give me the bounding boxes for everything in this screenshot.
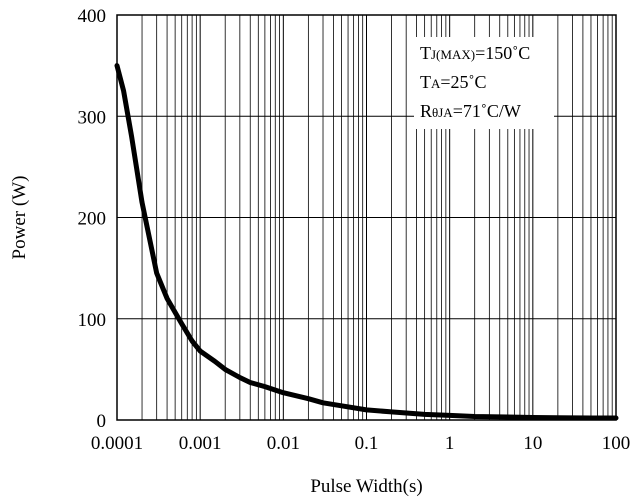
annotation-box bbox=[414, 37, 554, 129]
plot-frame bbox=[116, 14, 617, 421]
annotation-symbol: T bbox=[420, 72, 431, 92]
y-tick-label: 0 bbox=[97, 411, 107, 432]
x-tick-label: 0.0001 bbox=[91, 433, 143, 454]
x-axis-label: Pulse Width(s) bbox=[310, 476, 422, 497]
x-tick-label: 0.01 bbox=[267, 433, 300, 454]
y-tick-label: 200 bbox=[78, 209, 107, 230]
tick-labels: 0.0001 0.001 0.01 0.1 1 10 100 0 100 200 300 400 bbox=[78, 6, 631, 454]
x-tick-label: 0.001 bbox=[179, 433, 222, 454]
annotation-symbol: R bbox=[420, 101, 432, 121]
annotation-subscript: J(MAX) bbox=[431, 47, 475, 62]
annotation-line: TJ(MAX)=150˚C bbox=[420, 43, 530, 63]
annotation-subscript: θJA bbox=[432, 105, 453, 120]
annotation-line: TA=25˚C bbox=[420, 72, 487, 92]
y-tick-label: 400 bbox=[78, 6, 107, 27]
series-line bbox=[114, 63, 619, 421]
annotation-line: RθJA=71˚C/W bbox=[420, 101, 521, 121]
x-tick-label: 100 bbox=[602, 433, 631, 454]
grid bbox=[117, 15, 616, 420]
y-tick-label: 100 bbox=[78, 310, 107, 331]
annotation-value: =150˚C bbox=[475, 43, 530, 63]
y-tick-label: 300 bbox=[78, 107, 107, 128]
x-tick-label: 0.1 bbox=[355, 433, 379, 454]
y-axis-label: Power (W) bbox=[9, 176, 30, 260]
x-tick-label: 10 bbox=[523, 433, 542, 454]
x-tick-label: 1 bbox=[445, 433, 455, 454]
annotation-symbol: T bbox=[420, 43, 431, 63]
annotation-subscript: A bbox=[431, 76, 441, 91]
annotation-value: =71˚C/W bbox=[453, 101, 521, 121]
annotation-value: =25˚C bbox=[440, 72, 486, 92]
